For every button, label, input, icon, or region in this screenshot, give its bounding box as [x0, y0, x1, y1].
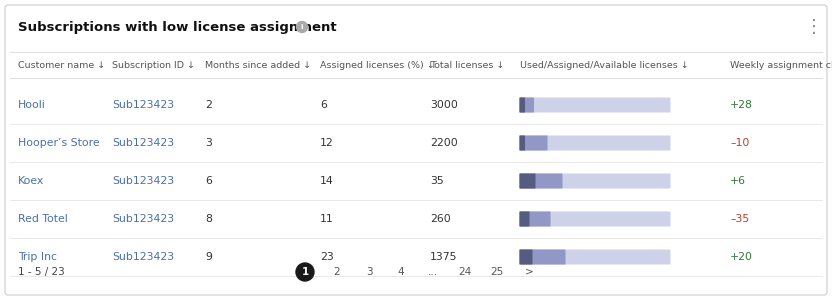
Text: 8: 8 — [205, 214, 212, 224]
FancyBboxPatch shape — [519, 212, 671, 226]
FancyBboxPatch shape — [519, 250, 566, 265]
Text: 260: 260 — [430, 214, 451, 224]
Text: +6: +6 — [730, 176, 746, 186]
Text: Hooli: Hooli — [18, 100, 46, 110]
Text: Sub123423: Sub123423 — [112, 252, 174, 262]
Text: Sub123423: Sub123423 — [112, 214, 174, 224]
Text: Hooper’s Store: Hooper’s Store — [18, 138, 100, 148]
Text: 3: 3 — [205, 138, 212, 148]
Text: Customer name ↓: Customer name ↓ — [18, 61, 106, 70]
Text: 1375: 1375 — [430, 252, 458, 262]
Circle shape — [296, 22, 308, 32]
FancyBboxPatch shape — [519, 136, 671, 151]
Text: +20: +20 — [730, 252, 753, 262]
Text: 2: 2 — [334, 267, 340, 277]
FancyBboxPatch shape — [519, 250, 671, 265]
Text: –10: –10 — [730, 138, 750, 148]
Text: 2200: 2200 — [430, 138, 458, 148]
Text: 4: 4 — [398, 267, 404, 277]
Text: Used/Assigned/Available licenses ↓: Used/Assigned/Available licenses ↓ — [520, 61, 689, 70]
FancyBboxPatch shape — [519, 212, 551, 226]
Text: Assigned licenses (%) ↓: Assigned licenses (%) ↓ — [320, 61, 435, 70]
Text: Sub123423: Sub123423 — [112, 138, 174, 148]
Circle shape — [296, 263, 314, 281]
Text: Red Totel: Red Totel — [18, 214, 67, 224]
Text: 24: 24 — [458, 267, 472, 277]
Text: 6: 6 — [320, 100, 327, 110]
Text: ⋮: ⋮ — [805, 18, 823, 36]
FancyBboxPatch shape — [519, 212, 529, 226]
Text: 12: 12 — [320, 138, 334, 148]
FancyBboxPatch shape — [519, 136, 547, 151]
Text: –35: –35 — [730, 214, 750, 224]
Text: 25: 25 — [490, 267, 503, 277]
Text: Weekly assignment change: Weekly assignment change — [730, 61, 832, 70]
Text: Koex: Koex — [18, 176, 44, 186]
Text: 35: 35 — [430, 176, 443, 186]
Text: Total licenses ↓: Total licenses ↓ — [430, 61, 504, 70]
Text: +28: +28 — [730, 100, 753, 110]
Text: Sub123423: Sub123423 — [112, 176, 174, 186]
Text: 9: 9 — [205, 252, 212, 262]
FancyBboxPatch shape — [519, 173, 536, 188]
FancyBboxPatch shape — [519, 173, 671, 188]
Text: 23: 23 — [320, 252, 334, 262]
Text: Subscription ID ↓: Subscription ID ↓ — [112, 61, 195, 70]
Text: Subscriptions with low license assignment: Subscriptions with low license assignmen… — [18, 20, 337, 34]
FancyBboxPatch shape — [5, 5, 827, 295]
FancyBboxPatch shape — [519, 250, 532, 265]
Text: 2: 2 — [205, 100, 212, 110]
FancyBboxPatch shape — [519, 98, 525, 112]
Text: Months since added ↓: Months since added ↓ — [205, 61, 311, 70]
FancyBboxPatch shape — [519, 98, 671, 112]
Text: Sub123423: Sub123423 — [112, 100, 174, 110]
Text: 6: 6 — [205, 176, 212, 186]
Text: 14: 14 — [320, 176, 334, 186]
FancyBboxPatch shape — [519, 98, 534, 112]
Text: i: i — [300, 24, 303, 30]
FancyBboxPatch shape — [519, 173, 562, 188]
Text: 3000: 3000 — [430, 100, 458, 110]
Text: ...: ... — [428, 267, 438, 277]
FancyBboxPatch shape — [519, 136, 525, 151]
Text: >: > — [525, 267, 533, 277]
Text: 11: 11 — [320, 214, 334, 224]
Text: 3: 3 — [366, 267, 372, 277]
Text: 1: 1 — [301, 267, 309, 277]
Text: 1 - 5 / 23: 1 - 5 / 23 — [18, 267, 65, 277]
Text: Trip Inc: Trip Inc — [18, 252, 57, 262]
